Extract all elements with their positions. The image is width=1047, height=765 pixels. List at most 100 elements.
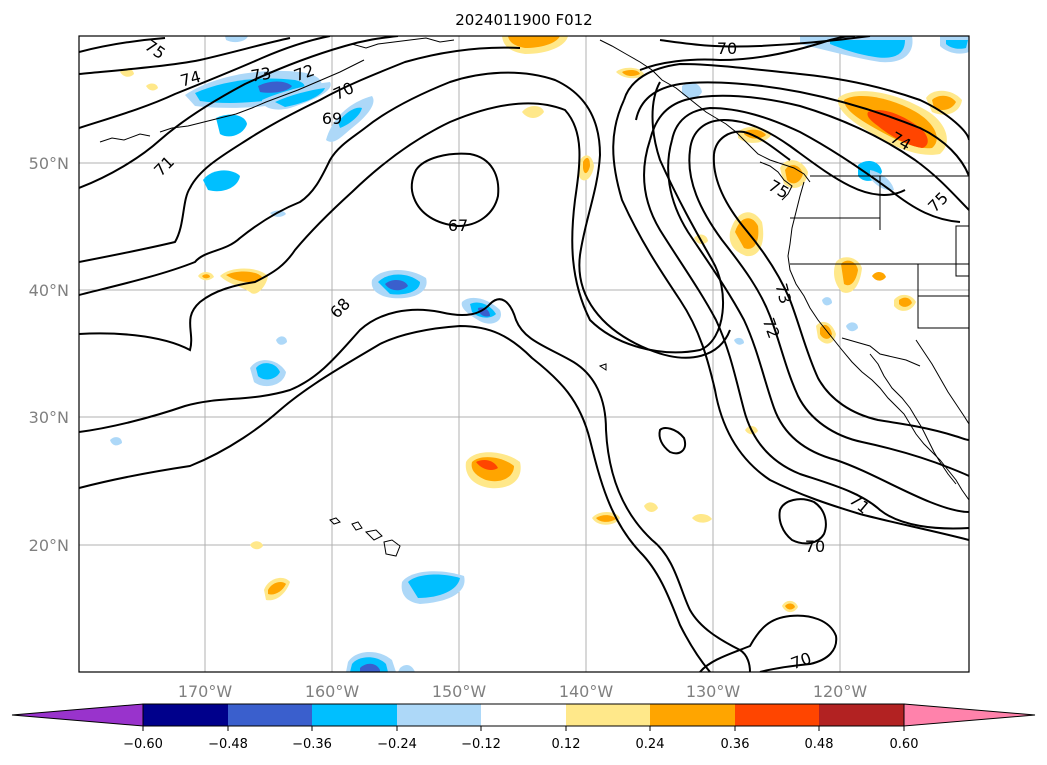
coastline-mexico-mainland [915,339,969,425]
negative-anomaly-patch [275,88,325,107]
colorbar-label: −0.36 [292,737,332,752]
graticule [79,36,969,672]
contour-line [79,37,291,75]
contour-label: 73 [772,281,796,306]
positive-anomaly-patch [268,582,286,595]
latitude-axis: 50°N 40°N 30°N 20°N [29,154,69,555]
contour-line [643,139,969,530]
coastline-hawaii [364,529,383,541]
colorbar-label: 0.24 [636,737,665,752]
lon-label-170w: 170°W [178,682,233,701]
contour-line [79,298,751,672]
positive-anomaly-patch [202,274,210,279]
positive-anomaly-patch [508,36,560,48]
colorbar-labels: −0.60 −0.48 −0.36 −0.24 −0.12 0.12 0.24 … [123,737,918,752]
colorbar-segment [143,704,228,726]
positive-anomaly-patch [476,460,498,470]
negative-anomaly-patch [822,297,832,306]
coastline-vancouver-island [759,161,793,201]
colorbar-label: −0.60 [123,737,163,752]
map-content [79,36,969,672]
negative-anomaly-patch [830,40,905,58]
contour-line [79,36,331,129]
contour-line-closed-70 [778,498,827,545]
contour-line [688,149,969,477]
lat-label-40n: 40°N [29,281,69,300]
coastline-alaska-south [337,37,455,49]
negative-anomaly-patch [225,36,248,43]
negative-anomaly-patch [846,322,858,332]
colorbar: −0.60 −0.48 −0.36 −0.24 −0.12 0.12 0.24 … [11,703,1036,752]
contour-line [79,324,711,672]
colorbar-extend-low [11,703,144,727]
coastline-panhandle [599,39,811,183]
colorbar-label: 0.12 [552,737,581,752]
colorbar-segment [481,704,566,726]
negative-anomaly-patch [110,437,122,446]
colorbar-extend-high [903,703,1036,727]
colorbar-ticks [142,726,905,731]
colorbar-segment [735,704,819,726]
coastline-hawaii [383,539,401,557]
positive-anomaly-patch [522,106,544,118]
negative-anomaly-patch [203,170,240,192]
positive-anomaly-patch [785,165,803,184]
contour-lines [79,36,969,672]
contour-line [635,81,969,177]
negative-anomaly-patch [408,574,460,598]
negative-anomaly-patch [338,107,362,128]
positive-anomaly-patch [932,95,956,110]
contour-line [671,106,961,223]
contour-label: 67 [448,216,468,235]
coastline-west-coast [787,181,969,501]
colorbar-segment [312,704,397,726]
negative-anomaly-patch [216,114,247,137]
state-border [917,264,969,329]
contour-line [659,36,871,48]
colorbar-segment [566,704,650,726]
positive-anomaly-patch [841,260,858,286]
negative-anomaly-patch [398,664,415,672]
negative-anomaly-patch [734,337,744,345]
contour-line [79,81,724,354]
positive-anomaly-patch [744,129,766,139]
contour-line [79,37,166,53]
negative-anomaly-patch [946,40,968,49]
contour-line [667,139,969,513]
lon-label-140w: 140°W [559,682,614,701]
contour-line-closed [658,427,686,455]
lon-label-160w: 160°W [305,682,360,701]
coastline-baja-gulf [869,353,957,485]
negative-anomaly-patch [682,82,702,99]
positive-anomaly-patch [692,513,712,523]
positive-anomaly-patch [899,297,912,307]
map-area [79,36,969,672]
contour-label: 73 [249,63,272,85]
map-title: 2024011900 F012 [455,11,592,29]
positive-anomaly-patch [867,109,928,148]
positive-anomaly-patch [596,515,616,522]
positive-anomaly-patch [644,502,658,512]
coastline-aleutians [159,59,365,133]
contour-line-closed-67 [410,152,500,228]
contour-label: 70 [805,537,825,556]
coastline-island [598,363,607,371]
colorbar-label: 0.60 [890,737,919,752]
contour-line [639,36,856,71]
coastlines [99,37,969,557]
contour-line [79,46,521,263]
positive-anomaly-patch [622,69,640,77]
contour-label: 74 [178,67,203,91]
positive-anomaly-patch [872,271,886,281]
negative-anomaly-patch [360,663,380,672]
negative-anomaly-patch [276,336,287,345]
colorbar-segment [228,704,312,726]
contour-line [713,130,791,161]
map-border [78,35,970,673]
positive-anomaly-patch [226,271,262,283]
contour-line [623,62,969,141]
coastline-hawaii [329,517,341,525]
negative-anomaly-patch [478,307,490,317]
colorbar-label: −0.12 [461,737,501,752]
